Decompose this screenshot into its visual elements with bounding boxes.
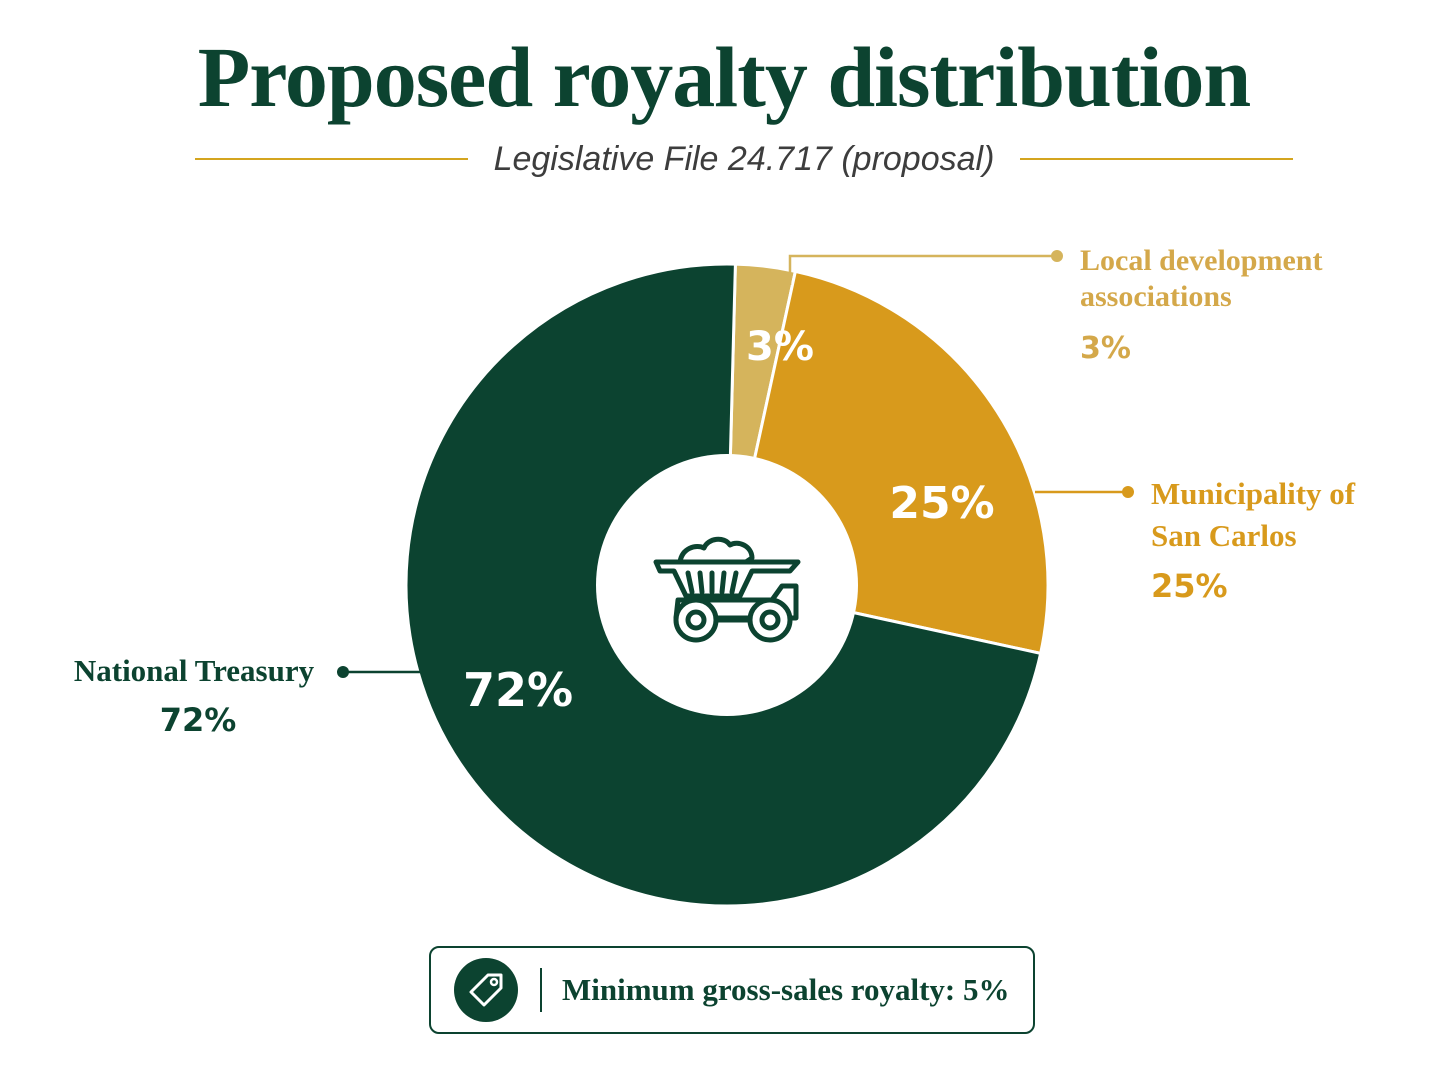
callout-value-local: 3%: [1080, 331, 1131, 366]
callout-label-municipality: Municipality of San Carlos: [1151, 476, 1363, 553]
callout-value-treasury: 72%: [160, 701, 237, 739]
subtitle-rule-left: [195, 158, 468, 160]
subtitle-row: Legislative File 24.717 (proposal): [195, 134, 1293, 184]
callout-line-local: [788, 254, 1057, 285]
footer-divider: [540, 968, 542, 1012]
chart-subtitle: Legislative File 24.717 (proposal): [493, 139, 995, 178]
footer-text: Minimum gross-sales royalty: 5%: [562, 972, 1010, 1007]
slice-value-treasury: 72%: [463, 663, 573, 717]
footer-note-box: Minimum gross-sales royalty: 5%: [429, 946, 1035, 1034]
mining-dump-truck-icon: [653, 536, 801, 643]
donut-chart: 3% 25% 72% Local development association…: [74, 244, 1363, 908]
callout-label-treasury: National Treasury: [74, 653, 315, 688]
slice-value-local: 3%: [746, 324, 814, 370]
donut-hole: [596, 454, 858, 716]
price-tag-glyph: [469, 973, 503, 1007]
subtitle-rule-right: [1020, 158, 1293, 160]
callout-dot-municipality: [1122, 486, 1134, 498]
chart-title: Proposed royalty distribution: [197, 29, 1252, 125]
callout-label-local: Local development associations: [1080, 244, 1330, 313]
slice-value-municipality: 25%: [889, 478, 994, 529]
callout-dot-local: [1051, 250, 1063, 262]
callout-value-municipality: 25%: [1151, 567, 1228, 605]
price-tag-icon: [454, 958, 518, 1022]
